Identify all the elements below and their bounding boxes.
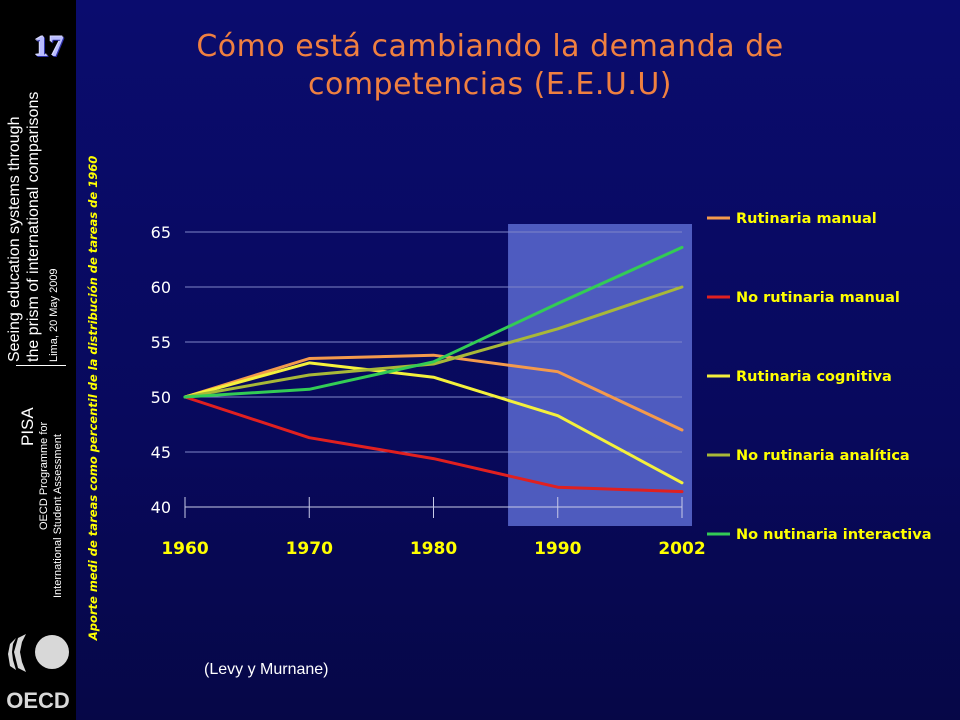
y-axis-label: Aporte medi de tareas como percentil de … [86,156,100,641]
oecd-logo-icon [8,634,69,672]
highlight-band [508,224,692,526]
slide-number: 17 [34,30,64,63]
legend-label: Rutinaria cognitiva [736,369,892,385]
series-line-1 [183,353,684,432]
sidebar-divider [16,365,66,366]
legend-label: No rutinaria manual [736,290,900,306]
oecd-logo: OECD [6,634,70,713]
y-tick-label: 40 [151,498,171,517]
y-tick-label: 45 [151,443,171,462]
x-tick-label: 1980 [410,539,457,559]
series-line-5 [183,245,684,399]
y-tick-label: 55 [151,333,171,352]
series-line-4 [183,285,684,399]
oecd-logo-text: OECD [6,688,70,713]
chart-title-line2: competencias (E.E.U.U) [307,67,673,102]
legend-label: No nutinaria interactiva [736,527,931,543]
sidebar: PISA OECD Programme for International St… [0,0,76,720]
x-tick-label: 2002 [658,539,705,559]
y-tick-label: 50 [151,388,171,407]
series-line-2 [183,395,684,494]
y-tick-label: 65 [151,223,171,242]
series-line-3 [183,361,684,485]
chart-title-line1: Cómo está cambiando la demanda de [196,29,784,64]
source-note: (Levy y Murnane) [204,661,329,678]
x-tick-label: 1970 [286,539,333,559]
x-tick-label: 1990 [534,539,581,559]
chart-title: Cómo está cambiando la demanda de compet… [150,28,830,104]
x-tick-label: 1960 [161,539,208,559]
y-tick-label: 60 [151,278,171,297]
legend-label: No rutinaria analítica [736,448,910,464]
legend-label: Rutinaria manual [736,211,877,227]
